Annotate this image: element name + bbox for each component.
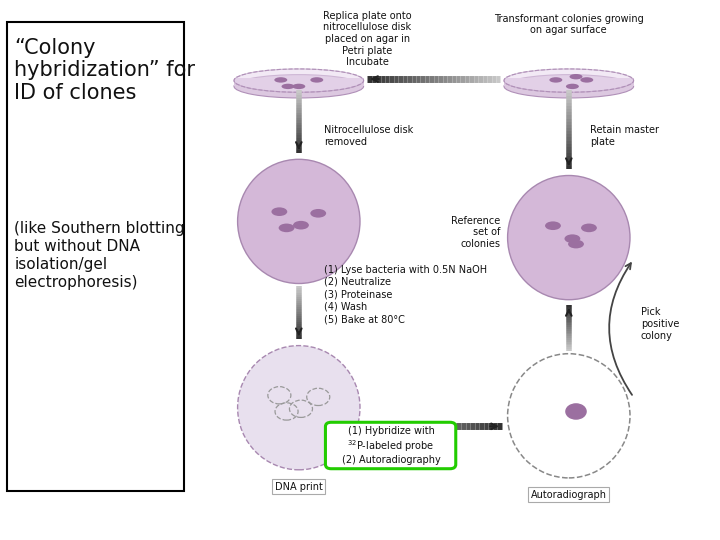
Ellipse shape [566, 84, 579, 89]
Ellipse shape [274, 77, 287, 83]
PathPatch shape [504, 78, 634, 86]
Ellipse shape [234, 69, 364, 92]
Ellipse shape [292, 84, 305, 89]
Text: (1) Hybridize with
$^{32}$P-labeled probe
(2) Autoradiography: (1) Hybridize with $^{32}$P-labeled prob… [341, 426, 441, 465]
Text: Autoradiograph: Autoradiograph [531, 490, 607, 500]
Ellipse shape [549, 77, 562, 83]
Text: Pick
positive
colony: Pick positive colony [641, 307, 679, 341]
PathPatch shape [234, 78, 364, 86]
Ellipse shape [564, 234, 580, 243]
FancyBboxPatch shape [7, 22, 184, 491]
Ellipse shape [310, 209, 326, 218]
Ellipse shape [293, 221, 309, 230]
Ellipse shape [570, 74, 582, 79]
Text: “Colony
hybridization” for
ID of clones: “Colony hybridization” for ID of clones [14, 38, 195, 103]
Text: Replica plate onto
nitrocellulose disk
placed on agar in
Petri plate
Incubate: Replica plate onto nitrocellulose disk p… [323, 11, 412, 67]
Ellipse shape [279, 224, 294, 232]
Ellipse shape [581, 224, 597, 232]
Ellipse shape [238, 159, 360, 284]
Text: (like Southern blotting
but without DNA
isolation/gel
electrophoresis): (like Southern blotting but without DNA … [14, 221, 185, 291]
Ellipse shape [568, 240, 584, 248]
Circle shape [566, 404, 586, 419]
Ellipse shape [238, 346, 360, 470]
FancyBboxPatch shape [325, 422, 456, 469]
Ellipse shape [504, 75, 634, 98]
Text: Transformant colonies growing
on agar surface: Transformant colonies growing on agar su… [494, 14, 644, 35]
Ellipse shape [580, 77, 593, 83]
Ellipse shape [508, 354, 630, 478]
Text: (1) Lyse bacteria with 0.5N NaOH
(2) Neutralize
(3) Proteinase
(4) Wash
(5) Bake: (1) Lyse bacteria with 0.5N NaOH (2) Neu… [324, 265, 487, 324]
Ellipse shape [234, 75, 364, 98]
Text: Nitrocellulose disk
removed: Nitrocellulose disk removed [324, 125, 413, 147]
Ellipse shape [271, 207, 287, 216]
Text: Reference
set of
colonies: Reference set of colonies [451, 215, 500, 249]
Ellipse shape [545, 221, 561, 230]
Text: Retain master
plate: Retain master plate [590, 125, 660, 147]
Ellipse shape [310, 77, 323, 83]
Ellipse shape [282, 84, 294, 89]
Text: DNA print: DNA print [275, 482, 323, 492]
Ellipse shape [508, 176, 630, 300]
Ellipse shape [504, 69, 634, 92]
